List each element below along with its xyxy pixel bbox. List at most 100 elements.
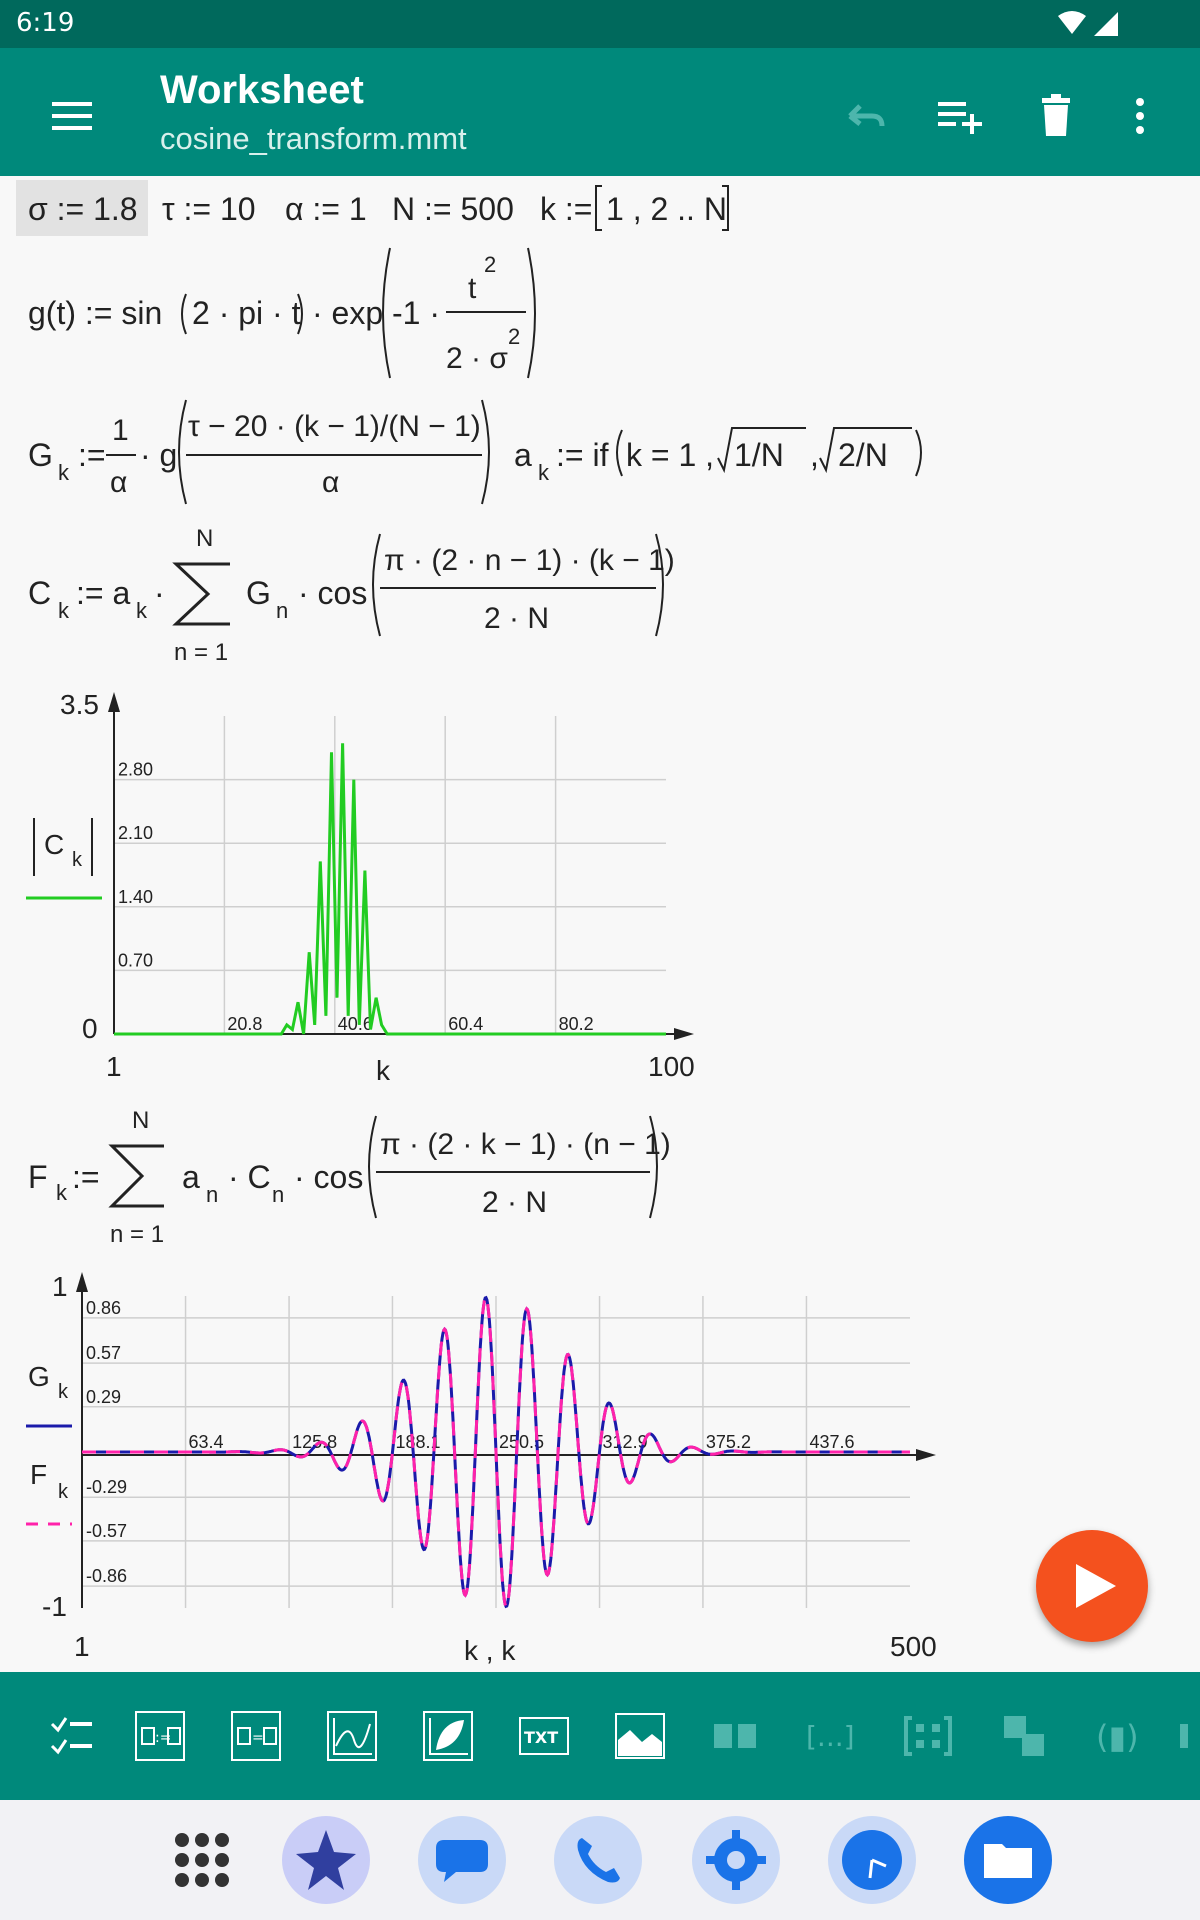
chart-gf[interactable]: 1 -1 0.86 0.57 0.29 -0.29 -0.57 -0.86 63.4 1 25… xyxy=(26,1271,937,1666)
wifi-signal-icon xyxy=(1058,11,1118,36)
formula-a-args: k = 1 , xyxy=(626,437,714,473)
chart1-ytick: 2.80 xyxy=(118,760,153,780)
formula-C-den: 2 · N xyxy=(484,602,549,635)
formula-F-upper: N xyxy=(132,1107,149,1134)
chart2-xtick: 312.9 xyxy=(603,1432,648,1452)
define-icon[interactable]: := xyxy=(134,1710,186,1762)
chart1-ymin: 0 xyxy=(82,1013,98,1044)
undo-icon[interactable] xyxy=(836,88,892,144)
chart2-legend-G: G xyxy=(28,1361,50,1392)
formula-g[interactable]: g(t) := sin 2 · pi · t · exp -1 · t 2 2 … xyxy=(28,247,536,379)
chart1-ytick: 0.70 xyxy=(118,950,153,970)
formula-G-sub: k xyxy=(58,460,70,485)
delete-icon[interactable] xyxy=(1028,88,1084,144)
text-icon[interactable]: TXT xyxy=(518,1710,570,1762)
def-k-range[interactable]: 1 , 2 .. N xyxy=(606,191,727,227)
def-k-prefix[interactable]: k := xyxy=(540,191,592,227)
plot3d-icon[interactable] xyxy=(422,1710,474,1762)
checklist-icon[interactable] xyxy=(46,1710,98,1762)
chart2-ytick: 0.57 xyxy=(86,1343,121,1363)
chart1-xmax: 100 xyxy=(648,1051,695,1082)
formula-g-num-exp: 2 xyxy=(484,252,496,277)
paren-icon[interactable]: (▮) xyxy=(1094,1710,1146,1762)
chart2-xtick: 250.5 xyxy=(499,1432,544,1452)
chart2-xtick: 437.6 xyxy=(809,1432,854,1452)
worksheet-canvas: σ := 1.8 τ := 10 α := 1 N := 500 k := 1 … xyxy=(16,180,937,1666)
formula-C-lower: n = 1 xyxy=(174,639,228,666)
formula-F-cos: · cos xyxy=(294,1159,363,1195)
svg-text:TXT: TXT xyxy=(524,1728,558,1747)
def-sigma[interactable]: σ := 1.8 xyxy=(28,191,138,227)
image-icon[interactable] xyxy=(614,1710,666,1762)
chart1-xtick: 40.6 xyxy=(338,1014,373,1034)
clock-icon[interactable] xyxy=(826,1814,918,1906)
formula-g-den: 2 · σ xyxy=(446,342,508,375)
more-vert-icon[interactable] xyxy=(1112,88,1168,144)
phone-icon[interactable] xyxy=(552,1814,644,1906)
element-palette: := = TXT [...] (▮) xyxy=(0,1672,1200,1800)
formula-g-exp: · exp xyxy=(312,295,383,331)
formula-F-assign: := xyxy=(72,1159,100,1195)
nav-bar xyxy=(0,1800,1200,1920)
messages-icon[interactable] xyxy=(416,1814,508,1906)
playlist-add-icon[interactable] xyxy=(932,88,988,144)
files-icon[interactable] xyxy=(962,1814,1054,1906)
status-time: 6:19 xyxy=(16,8,75,38)
worksheet[interactable]: σ := 1.8 τ := 10 α := 1 N := 500 k := 1 … xyxy=(0,176,1200,1672)
status-bar: 6:19 xyxy=(0,0,1200,48)
formula-a-r1: 1/N xyxy=(734,437,784,473)
svg-text:[...]: [...] xyxy=(806,1720,855,1753)
app-bar: Worksheet cosine_transform.mmt xyxy=(0,48,1200,176)
formula-G[interactable]: G k := 1 α · g τ − 20 · (k − 1)/(N − 1) … xyxy=(28,399,490,505)
sum-sign-F xyxy=(108,1144,164,1208)
formula-F-s2: n xyxy=(272,1182,284,1207)
plot-icon[interactable] xyxy=(326,1710,378,1762)
equation-icon[interactable]: = xyxy=(230,1710,282,1762)
formula-g-den-exp: 2 xyxy=(508,324,520,349)
chart1-ymax: 3.5 xyxy=(60,689,99,720)
chart1-xtick: 60.4 xyxy=(448,1014,483,1034)
formula-G-den: α xyxy=(322,466,339,499)
chart2-legend-F: F xyxy=(30,1459,47,1490)
chart2-series-fk xyxy=(82,1295,910,1609)
formula-F-den: 2 · N xyxy=(482,1186,547,1219)
formula-a[interactable]: a k := if k = 1 , 1/N , 2/N xyxy=(514,427,922,485)
chart1-xlabel: k xyxy=(376,1055,391,1086)
formula-F-num: π · (2 · k − 1) · (n − 1) xyxy=(380,1128,671,1161)
formula-C-sub: k xyxy=(58,598,70,623)
more-palette-icon[interactable] xyxy=(1180,1710,1200,1762)
stack-icon[interactable] xyxy=(998,1710,1050,1762)
formula-G-g: · g xyxy=(140,437,177,473)
formula-C-lhs: C xyxy=(28,575,51,611)
run-button[interactable] xyxy=(1036,1530,1148,1642)
svg-text:(▮): (▮) xyxy=(1096,1718,1139,1756)
apps-icon[interactable] xyxy=(156,1814,248,1906)
formula-g-minus: -1 · xyxy=(392,295,440,331)
menu-icon[interactable] xyxy=(40,86,104,146)
def-alpha[interactable]: α := 1 xyxy=(285,191,367,227)
chart1-ytick: 2.10 xyxy=(118,823,153,843)
matrix-icon[interactable] xyxy=(710,1710,762,1762)
formula-F-lower: n = 1 xyxy=(110,1221,164,1248)
formula-G-one: 1 xyxy=(112,414,129,447)
settings-icon[interactable] xyxy=(690,1814,782,1906)
chart-ck[interactable]: 3.5 0 2.802.101.400.70 20.8 40.6 60.4 80.2 … xyxy=(26,689,695,1086)
def-n[interactable]: N := 500 xyxy=(392,191,514,227)
sum-sign xyxy=(172,562,230,626)
formula-C[interactable]: C k := a k · N n = 1 G n · cos π · (2 · … xyxy=(28,525,675,666)
formula-F-C: · C xyxy=(228,1159,271,1195)
chart2-xmax: 500 xyxy=(890,1631,937,1662)
formula-F[interactable]: F k := N n = 1 a n · C n · cos π · (2 · … xyxy=(28,1107,671,1248)
starburst-icon[interactable] xyxy=(280,1814,372,1906)
formula-G-assign: := xyxy=(78,437,106,473)
chart1-xtick: 80.2 xyxy=(559,1014,594,1034)
chart2-xtick: 188.1 xyxy=(395,1432,440,1452)
grid-icon[interactable] xyxy=(902,1710,954,1762)
formula-G-lhs: G xyxy=(28,437,53,473)
formula-C-assign: := a xyxy=(76,575,130,611)
formula-a-sub: k xyxy=(538,460,550,485)
chart1-legend-sub: k xyxy=(72,849,83,871)
range-icon[interactable]: [...] xyxy=(806,1710,858,1762)
selected-cell[interactable] xyxy=(16,180,148,236)
def-tau[interactable]: τ := 10 xyxy=(162,191,256,227)
